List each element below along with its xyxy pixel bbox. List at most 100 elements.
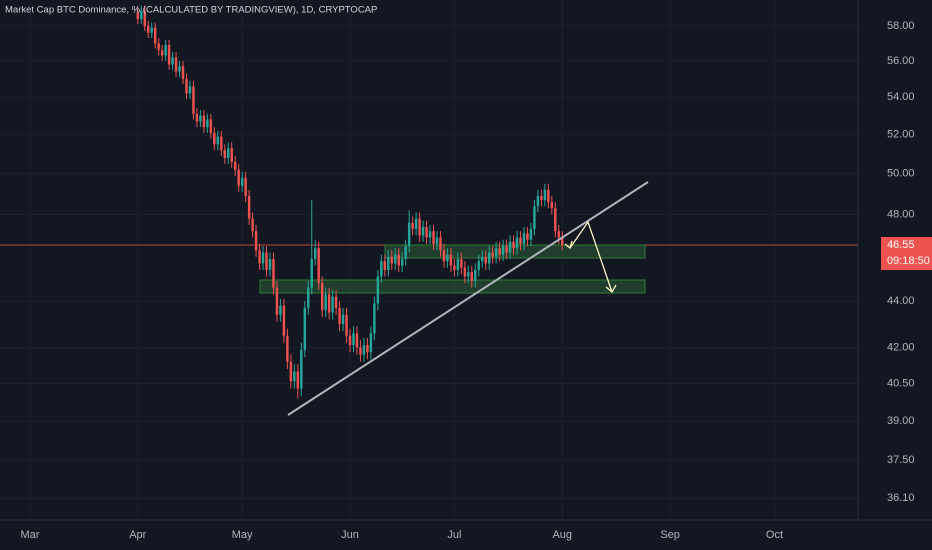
candle-body — [373, 303, 376, 334]
candle-body — [147, 25, 150, 33]
candle-body — [140, 10, 143, 20]
support-zone — [259, 279, 646, 294]
candle-body — [268, 259, 272, 270]
y-tick-label: 40.50 — [887, 378, 915, 390]
candle-body — [446, 254, 449, 262]
grid — [0, 0, 858, 520]
price-axis — [858, 0, 932, 550]
candle-body — [383, 261, 387, 270]
candle-body — [362, 345, 366, 355]
y-tick-label: 37.50 — [887, 454, 915, 466]
x-tick-label: Oct — [766, 529, 783, 541]
y-tick-label: 36.10 — [887, 492, 915, 504]
candle-body — [181, 66, 185, 79]
chart-title: Market Cap BTC Dominance, % (CALCULATED … — [5, 5, 377, 16]
trend-line — [287, 181, 649, 416]
support-zone — [384, 244, 646, 259]
candle-body — [400, 259, 404, 266]
candle-body — [296, 371, 300, 389]
candle-body — [547, 189, 550, 203]
candle-body — [505, 246, 508, 253]
candle-body — [185, 78, 188, 94]
candle-body — [230, 148, 233, 162]
x-tick-label: Jul — [447, 529, 461, 541]
candle-body — [477, 261, 480, 270]
arrow-head — [605, 284, 617, 293]
candle-body — [543, 189, 547, 201]
candle-body — [220, 136, 223, 151]
projection-arrow — [569, 220, 613, 293]
candle-body — [136, 12, 139, 20]
candle-body — [435, 237, 439, 244]
candle-body — [369, 333, 373, 353]
candle-body — [202, 115, 206, 128]
candle-body — [174, 57, 178, 72]
candle-body — [484, 256, 487, 264]
candles — [136, 5, 564, 399]
candle-body — [397, 254, 400, 266]
y-tick-label: 50.00 — [887, 168, 915, 180]
candle-body — [519, 237, 522, 244]
candle-body — [293, 371, 296, 382]
candle-body — [240, 177, 244, 186]
candle-body — [303, 307, 307, 350]
candle-body — [167, 45, 171, 65]
candle-body — [282, 305, 286, 336]
candle-body — [310, 259, 313, 288]
candle-body — [425, 226, 428, 238]
candle-body — [227, 148, 230, 158]
candle-body — [439, 237, 442, 251]
candle-body — [467, 272, 470, 277]
candle-body — [352, 333, 355, 346]
candle-body — [150, 27, 153, 33]
candle-body — [550, 202, 554, 209]
y-tick-label: 39.00 — [887, 415, 915, 427]
candle-body — [237, 169, 240, 186]
candle-body — [533, 206, 536, 230]
candle-body — [536, 195, 540, 207]
candle-body — [491, 252, 494, 257]
candle-body — [407, 222, 411, 247]
x-tick-label: Sep — [660, 529, 680, 541]
candle-body — [265, 252, 268, 270]
candle-body — [418, 218, 421, 236]
candle-body — [199, 115, 202, 122]
candle-body — [320, 283, 324, 311]
candle-body — [261, 252, 265, 264]
candle-body — [289, 361, 293, 382]
y-tick-label: 54.00 — [887, 91, 915, 103]
candle-body — [561, 237, 564, 245]
candle-body — [223, 150, 226, 158]
candle-body — [463, 267, 467, 277]
candle-body — [428, 231, 432, 238]
candle-body — [529, 229, 533, 240]
candle-body — [554, 208, 557, 232]
candle-body — [387, 256, 390, 270]
candle-body — [307, 287, 310, 308]
candle-body — [380, 261, 383, 277]
candle-body — [286, 335, 289, 362]
x-tick-label: Apr — [129, 529, 146, 541]
candle-body — [522, 233, 526, 244]
candle-body — [178, 66, 181, 72]
x-tick-label: Mar — [20, 529, 39, 541]
candle-body — [540, 195, 543, 201]
candle-body — [515, 237, 519, 249]
candle-body — [345, 314, 348, 336]
candle-body — [460, 259, 463, 268]
candle-body — [359, 347, 362, 355]
candle-body — [317, 248, 320, 284]
candle-body — [209, 119, 213, 133]
price-tag — [881, 236, 932, 270]
candle-body — [341, 314, 345, 325]
candle-body — [206, 119, 209, 128]
candle-body — [338, 307, 341, 325]
candle-body — [449, 254, 453, 266]
candle-body — [251, 218, 254, 232]
candle-body — [143, 10, 146, 26]
price-tag-label: 46.55 — [887, 239, 915, 251]
candle-body — [487, 252, 491, 264]
candle-body — [334, 296, 338, 308]
